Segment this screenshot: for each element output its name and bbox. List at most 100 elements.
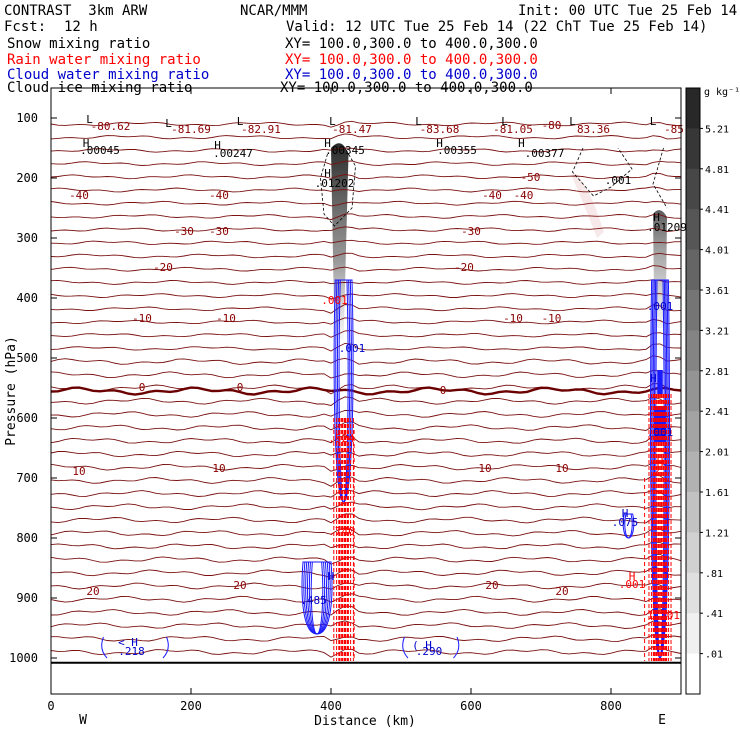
temperature-contour bbox=[50, 160, 682, 166]
temperature-contour bbox=[50, 355, 682, 365]
temperature-contour-label: -80.62 bbox=[91, 120, 131, 133]
temperature-contour bbox=[50, 120, 682, 128]
temperature-contour bbox=[50, 172, 681, 180]
y-tick-label: 900 bbox=[16, 591, 38, 605]
temperature-contour bbox=[50, 448, 682, 458]
temperature-contour-label: -30 bbox=[209, 225, 229, 238]
colorbar-unit: g kg⁻¹ bbox=[704, 87, 740, 98]
x-tick-label: 400 bbox=[320, 699, 342, 713]
init-time: Init: 00 UTC Tue 25 Feb 14 bbox=[518, 3, 738, 19]
snow-faint-streak bbox=[572, 172, 604, 238]
colorbar-segment bbox=[686, 290, 700, 331]
temperature-contour-label: -10 bbox=[542, 312, 562, 325]
temperature-contour bbox=[50, 620, 682, 629]
high-low-marker: L bbox=[86, 113, 93, 126]
temperature-contour-label: 10 bbox=[212, 462, 225, 475]
temperature-contour bbox=[50, 265, 682, 272]
cloud-ice-contour bbox=[572, 147, 633, 197]
field-cloudwater-name: Cloud water mixing ratio bbox=[7, 67, 210, 83]
high-low-marker: H bbox=[324, 167, 331, 180]
colorbar-segment bbox=[686, 572, 700, 614]
rain-contour-label: .740 bbox=[328, 525, 355, 538]
valid-time: Valid: 12 UTC Tue 25 Feb 14 (22 ChT Tue … bbox=[286, 19, 708, 35]
snow-contour-label: .00355 bbox=[437, 144, 477, 157]
y-tick-label: 200 bbox=[16, 171, 38, 185]
temperature-contour-label: -10 bbox=[132, 312, 152, 325]
cloud-water-contour-label: H bbox=[328, 570, 335, 583]
temperature-contour-label: -30 bbox=[174, 225, 194, 238]
colorbar-label: 2.81 bbox=[705, 367, 729, 378]
y-axis-title: Pressure (hPa) bbox=[4, 336, 19, 446]
cloud-water-contour-label: H bbox=[622, 507, 629, 520]
cloud-water-contour-label: .001 bbox=[647, 300, 674, 313]
colorbar-frame bbox=[685, 87, 701, 695]
field-snow-xy: XY= 100.0,300.0 to 400.0,300.0 bbox=[285, 36, 538, 52]
temperature-contour bbox=[50, 133, 682, 140]
temperature-contour-label: 20 bbox=[233, 579, 246, 592]
colorbar-segment bbox=[686, 88, 700, 129]
high-low-marker: L bbox=[569, 115, 576, 128]
snow-contour-label: .001 bbox=[605, 174, 632, 187]
colorbar: 5.21 4.81 4.41 4.01 3.61 3.21 2.81 2.41 2.01 1.61… bbox=[685, 87, 729, 695]
temperature-contour-label: -81.69 bbox=[171, 123, 211, 136]
x-tick-label: 800 bbox=[600, 699, 622, 713]
temperature-contour bbox=[50, 186, 682, 193]
temperature-contour-label: -82.91 bbox=[241, 123, 281, 136]
temperature-contour-label: -81.05 bbox=[493, 123, 533, 136]
temperature-contour-label: -20 bbox=[454, 261, 474, 274]
cloud-water-contour bbox=[310, 561, 324, 635]
temperature-contour bbox=[50, 541, 682, 550]
temperature-contour bbox=[50, 342, 682, 352]
snow-contour-label: .00247 bbox=[213, 147, 253, 160]
cloud-water-contour-label: < H bbox=[118, 636, 138, 649]
temperature-contour bbox=[50, 462, 682, 472]
temperature-contour bbox=[50, 501, 681, 511]
y-tick-label: 700 bbox=[16, 471, 38, 485]
cloud-water-contour bbox=[624, 513, 633, 539]
colorbar-segment bbox=[686, 370, 700, 412]
colorbar-label: 4.41 bbox=[705, 205, 729, 216]
temperature-contour-label: 0 bbox=[139, 381, 146, 394]
y-tick-label: 1000 bbox=[9, 651, 38, 665]
colorbar-label: .81 bbox=[705, 569, 723, 580]
cloud-water-contour-label: .001 bbox=[339, 342, 366, 355]
cloud-water-core bbox=[657, 370, 663, 394]
colorbar-segment bbox=[686, 128, 700, 170]
colorbar-label: 3.21 bbox=[705, 326, 729, 337]
temperature-contour-label: 83.36 bbox=[577, 123, 610, 136]
high-low-marker: H bbox=[83, 137, 90, 150]
high-low-marker: H bbox=[436, 137, 443, 150]
rain-contour-label: H bbox=[657, 456, 664, 469]
cloud-water-core bbox=[654, 406, 666, 442]
cloud-water-contour bbox=[101, 636, 169, 659]
colorbar-segment bbox=[686, 613, 700, 655]
temperature-contour-label: -50 bbox=[521, 171, 541, 184]
colorbar-segment bbox=[686, 249, 700, 291]
cloud-water-contour bbox=[338, 279, 349, 503]
temperature-contour-label: -40 bbox=[209, 189, 229, 202]
cloud-water-contour-label: ( H bbox=[412, 639, 432, 652]
x-end-label-west: W bbox=[79, 713, 87, 728]
temperature-contour bbox=[50, 304, 682, 314]
temperature-contour bbox=[50, 279, 682, 285]
temperature-contour bbox=[50, 553, 682, 565]
temperature-contour bbox=[50, 421, 682, 431]
colorbar-label: 2.41 bbox=[705, 407, 729, 418]
colorbar-segment bbox=[686, 492, 700, 533]
temperature-contour-label: 10 bbox=[72, 465, 85, 478]
temperature-contour-label: 10 bbox=[478, 462, 491, 475]
temperature-contour-label: -30 bbox=[461, 225, 481, 238]
temperature-contour bbox=[50, 330, 682, 338]
temperature-contour bbox=[50, 593, 682, 603]
snow-contour-label: .01202 bbox=[315, 177, 355, 190]
cloud-water-contour-label: .218 bbox=[118, 645, 145, 658]
temperature-contour bbox=[50, 147, 682, 153]
high-low-marker: L bbox=[237, 115, 244, 128]
temperature-contour bbox=[50, 239, 682, 245]
cloud-water-contour-label: .290 bbox=[416, 645, 443, 658]
field-rain-name: Rain water mixing ratio bbox=[7, 52, 201, 68]
cloud-ice-contour bbox=[652, 147, 668, 209]
temperature-contour bbox=[50, 582, 682, 590]
cloud-water-contour-label: .001 bbox=[647, 426, 674, 439]
